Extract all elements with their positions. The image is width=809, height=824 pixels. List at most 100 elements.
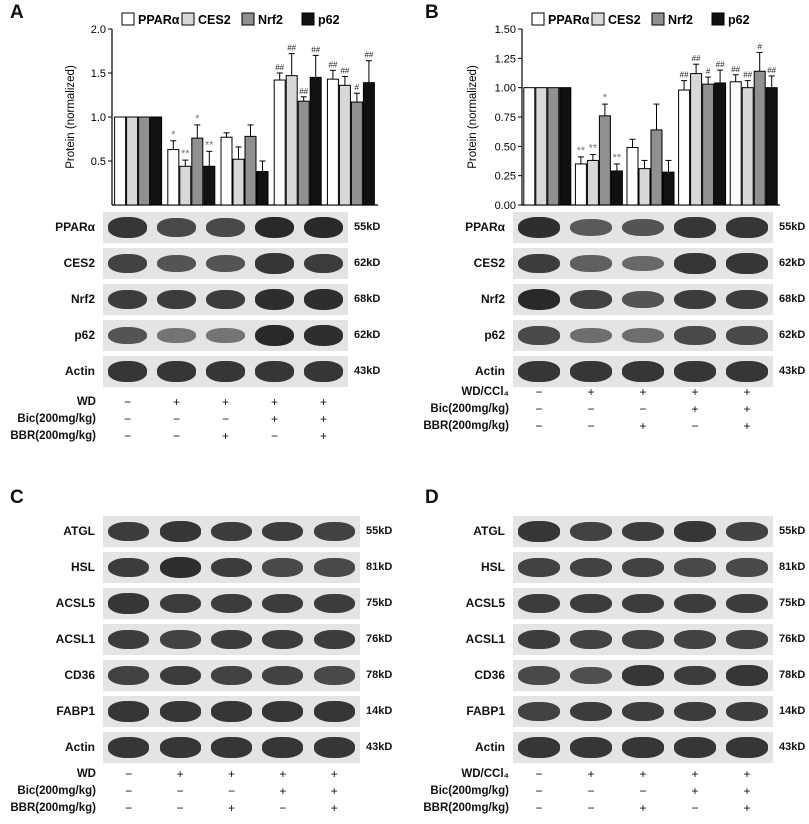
blot-band [156,254,197,273]
treatment-mark: + [743,784,751,798]
treatment-label: BBR(200mg/kg) [423,420,509,432]
treatment-mark: + [319,395,327,409]
molecular-weight-label: 68kD [354,293,381,305]
treatment-mark: − [535,784,543,798]
y-tick-label: 1.00 [495,83,516,95]
significance-mark: ## [340,67,349,76]
blot-band [159,521,201,542]
blot-band [254,361,295,382]
blot-band [622,737,664,758]
significance-mark: * [171,129,176,141]
blot-band [205,361,246,382]
treatment-mark: + [691,402,699,416]
blot-band [107,254,148,273]
panel-letter-a: A [10,2,24,23]
treatment-mark: + [227,767,235,781]
significance-mark: ## [767,66,776,75]
significance-mark: * [603,92,608,104]
molecular-weight-label: 43kD [779,741,806,753]
blot-band [570,361,612,382]
blot-band [518,361,560,382]
blot-strip [513,732,773,763]
western-blot-d: ATGL 55kD HSL 81kD ACSL5 75kD ACSL1 76kD CD36 78k… [405,0,809,824]
significance-mark: ## [299,87,308,96]
treatment-mark: − [123,412,131,426]
blot-band [262,521,304,542]
treatment-mark: + [270,412,278,426]
treatment-mark: − [535,402,543,416]
blot-band [313,666,355,685]
molecular-weight-label: 55kD [779,525,806,537]
treatment-mark: − [535,767,543,781]
legend-label-0: PPARα [548,13,590,27]
blot-band [518,521,560,542]
legend-swatch-0 [531,12,545,26]
y-tick-label: 1.5 [91,68,106,80]
molecular-weight-label: 62kD [779,257,806,269]
molecular-weight-label: 68kD [779,293,806,305]
blot-row-label: HSL [481,560,505,574]
treatment-mark: − [535,801,543,815]
treatment-mark: + [330,784,338,798]
blot-band [726,361,768,382]
treatment-mark: + [639,385,647,399]
blot-row-label: CES2 [473,256,505,270]
legend-label-3: p62 [728,13,750,27]
blot-band [313,593,355,614]
molecular-weight-label: 43kD [366,741,393,753]
treatment-mark: + [176,767,184,781]
treatment-mark: − [176,801,184,815]
treatment-mark: + [587,767,595,781]
blot-band [108,521,150,542]
blot-band [622,665,664,686]
blot-band [674,665,716,686]
blot-band [622,255,664,272]
blot-band [622,558,664,577]
blot-band [622,593,664,614]
molecular-weight-label: 62kD [354,329,381,341]
treatment-mark: − [535,419,543,433]
blot-band [303,216,344,239]
y-tick-label: 1.50 [495,24,516,36]
treatment-mark: + [639,801,647,815]
y-tick-label: 1.25 [495,53,516,65]
legend-swatch-3 [711,12,725,26]
blot-band [254,289,295,310]
blot-band [107,326,148,345]
blot-band [674,217,716,238]
blot-band [156,328,197,343]
western-blot-c: ATGL 55kD HSL 81kD ACSL5 75kD ACSL1 76kD CD36 78k… [10,516,393,815]
blot-band [108,737,150,758]
blot-band [726,737,768,758]
blot-band [674,253,716,274]
blot-strip [513,588,773,619]
blot-row-label: Actin [65,364,95,378]
legend-label-2: Nrf2 [258,13,283,27]
legend-swatch-2 [241,12,255,26]
blot-band [674,521,716,542]
blot-row-label: ATGL [473,524,505,538]
molecular-weight-label: 78kD [366,669,393,681]
blot-band [107,361,148,382]
significance-mark: ** [181,148,190,160]
blot-row-label: HSL [71,560,95,574]
treatment-mark: − [691,801,699,815]
treatment-mark: − [535,385,543,399]
y-tick-label: 0.25 [495,171,516,183]
blot-band [159,737,201,758]
significance-mark: ## [364,51,373,60]
blot-band [156,218,197,237]
blot-band [254,324,295,347]
blot-band [726,522,768,541]
legend-label-3: p62 [318,13,340,27]
blot-row-label: p62 [484,328,505,342]
blot-strip [103,552,360,583]
blot-row-label: ATGL [63,524,95,538]
western-blot-a: PPARα 55kD CES2 62kD Nrf2 68kD p62 62kD Actin 43k… [0,0,405,460]
molecular-weight-label: 76kD [366,633,393,645]
treatment-mark: − [587,784,595,798]
treatment-label: WD [76,768,96,780]
blot-band [254,253,295,274]
blot-band [518,558,560,577]
